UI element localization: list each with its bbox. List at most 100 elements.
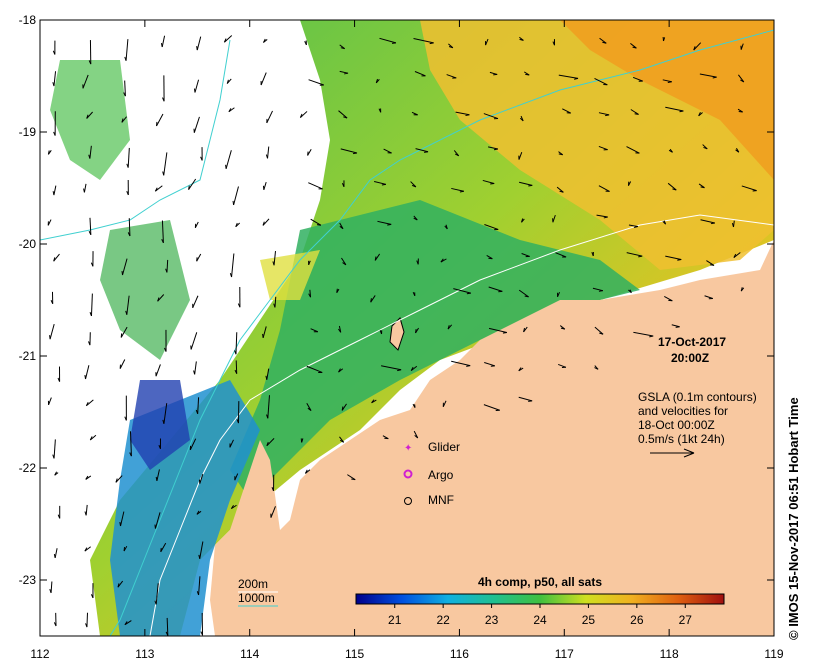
velocity-arrow-head bbox=[444, 225, 448, 230]
velocity-arrow bbox=[188, 178, 197, 190]
velocity-arrow bbox=[163, 152, 168, 176]
velocity-arrow-head bbox=[86, 114, 89, 119]
velocity-arrow-head bbox=[262, 38, 266, 43]
velocity-arrow bbox=[347, 474, 356, 481]
velocity-arrow bbox=[733, 252, 741, 259]
x-tick-label: 114 bbox=[240, 647, 259, 661]
velocity-arrow-head bbox=[124, 416, 127, 421]
velocity-arrow bbox=[633, 331, 654, 337]
velocity-arrow-head bbox=[196, 46, 198, 51]
velocity-arrow-head bbox=[558, 153, 563, 156]
velocity-arrow-head bbox=[524, 295, 529, 298]
velocity-arrow-head bbox=[740, 287, 743, 292]
velocity-arrow-head bbox=[340, 47, 345, 50]
velocity-arrows bbox=[47, 35, 757, 636]
velocity-arrow bbox=[341, 257, 347, 266]
velocity-arrow-head bbox=[693, 46, 696, 51]
velocity-arrow bbox=[235, 332, 238, 355]
velocity-arrow-head bbox=[602, 41, 607, 44]
velocity-arrow-head bbox=[299, 113, 303, 118]
colorbar-title: 4h comp, p50, all sats bbox=[478, 575, 602, 589]
velocity-arrow bbox=[266, 368, 270, 380]
velocity-arrow-head bbox=[193, 88, 196, 93]
velocity-arrow-head bbox=[164, 347, 167, 352]
velocity-arrow-head bbox=[232, 200, 235, 206]
velocity-arrow bbox=[699, 73, 717, 78]
velocity-arrow bbox=[190, 332, 198, 350]
velocity-arrow bbox=[160, 542, 167, 553]
velocity-arrow bbox=[665, 106, 684, 112]
glider-label: Glider bbox=[428, 440, 460, 454]
velocity-arrow bbox=[156, 113, 164, 127]
velocity-arrow-head bbox=[387, 223, 392, 226]
velocity-arrow bbox=[598, 145, 608, 151]
velocity-arrow bbox=[266, 438, 275, 447]
velocity-arrow-head bbox=[521, 218, 524, 223]
velocity-arrow-head bbox=[493, 148, 499, 151]
velocity-arrow-head bbox=[371, 399, 375, 404]
velocity-arrow-head bbox=[634, 113, 639, 115]
velocity-arrow bbox=[82, 74, 89, 89]
velocity-arrow-head bbox=[397, 369, 402, 372]
velocity-arrow-head bbox=[126, 191, 129, 196]
velocity-arrow bbox=[598, 185, 610, 192]
scale-arrow bbox=[650, 448, 695, 458]
velocity-arrow bbox=[89, 217, 92, 235]
velocity-arrow bbox=[48, 397, 52, 406]
velocity-arrow-head bbox=[698, 112, 701, 117]
velocity-arrow-head bbox=[675, 326, 680, 328]
velocity-arrow bbox=[86, 612, 88, 628]
velocity-arrow bbox=[594, 77, 608, 86]
velocity-arrow bbox=[194, 79, 200, 93]
velocity-arrow-head bbox=[195, 409, 199, 414]
velocity-arrow bbox=[630, 109, 639, 115]
velocity-arrow-head bbox=[490, 182, 495, 185]
colorbar: 4h comp, p50, all sats 21 22 23 24 25 26 27 bbox=[355, 575, 725, 627]
y-tick-label: -22 bbox=[19, 461, 37, 475]
velocity-arrow bbox=[700, 219, 715, 224]
velocity-arrow-head bbox=[49, 588, 52, 594]
velocity-arrow bbox=[413, 430, 419, 439]
velocity-arrow bbox=[737, 74, 745, 83]
velocity-arrow-head bbox=[126, 163, 129, 168]
x-tick-label: 113 bbox=[135, 647, 154, 661]
glider-icon: ✦ bbox=[404, 443, 412, 454]
velocity-arrow bbox=[90, 293, 93, 316]
velocity-arrow-head bbox=[339, 439, 344, 443]
velocity-arrow bbox=[53, 71, 57, 87]
velocity-arrow-head bbox=[162, 97, 165, 102]
velocity-arrow-head bbox=[237, 303, 241, 308]
colorbar-tick-label: 21 bbox=[388, 613, 402, 627]
velocity-arrow-head bbox=[308, 293, 311, 298]
velocity-arrow-head bbox=[193, 370, 196, 375]
velocity-arrow bbox=[198, 576, 201, 596]
velocity-arrow-head bbox=[518, 367, 522, 372]
velocity-arrow bbox=[166, 259, 169, 273]
velocity-arrow-head bbox=[662, 220, 666, 225]
velocity-arrow-head bbox=[391, 42, 397, 44]
velocity-arrow-head bbox=[703, 146, 708, 150]
velocity-arrow-head bbox=[265, 154, 269, 159]
velocity-arrow bbox=[446, 74, 457, 79]
velocity-arrow-head bbox=[117, 583, 120, 588]
colorbar-tick-label: 24 bbox=[533, 613, 547, 627]
velocity-arrow bbox=[267, 395, 270, 419]
gsla-line-3: 18-Oct 00:00Z bbox=[638, 418, 715, 432]
velocity-arrow bbox=[704, 295, 713, 299]
y-tick-label: -21 bbox=[19, 349, 37, 363]
velocity-arrow-head bbox=[413, 217, 418, 221]
isobath-200m-label: 200m bbox=[238, 577, 268, 591]
velocity-arrow bbox=[596, 214, 608, 218]
velocity-arrow bbox=[306, 365, 323, 373]
velocity-arrow-head bbox=[85, 401, 89, 406]
velocity-arrow-head bbox=[52, 191, 55, 196]
velocity-arrow-head bbox=[672, 188, 677, 191]
velocity-arrow-head bbox=[638, 255, 643, 258]
velocity-arrow bbox=[161, 35, 166, 48]
velocity-arrow bbox=[370, 295, 376, 303]
velocity-arrow bbox=[455, 111, 470, 116]
velocity-arrow bbox=[451, 360, 471, 367]
velocity-arrow-head bbox=[119, 521, 122, 527]
velocity-arrow bbox=[594, 326, 604, 335]
velocity-arrow-head bbox=[52, 454, 55, 459]
